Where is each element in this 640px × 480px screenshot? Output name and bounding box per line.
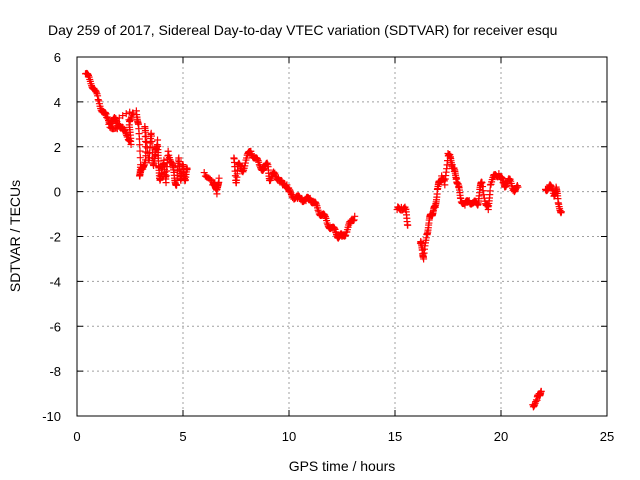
data-point: [513, 182, 521, 190]
data-point: [341, 232, 349, 240]
data-point: [215, 174, 223, 182]
data-point: [162, 179, 170, 187]
data-point: [479, 183, 487, 191]
y-tick-label: 4: [54, 95, 61, 110]
y-axis-label: SDTVAR / TECUs: [7, 180, 23, 292]
data-point: [92, 88, 100, 96]
data-point: [321, 211, 329, 219]
data-point: [306, 194, 314, 202]
chart-title: Day 259 of 2017, Sidereal Day-to-day VTE…: [48, 22, 557, 38]
x-tick-label: 5: [179, 429, 186, 444]
data-point: [537, 387, 545, 395]
data-point: [101, 109, 109, 117]
data-point: [330, 224, 338, 232]
data-point: [85, 72, 93, 80]
data-point: [102, 110, 110, 118]
data-point: [502, 182, 510, 190]
y-tick-label: -8: [49, 364, 61, 379]
data-point: [323, 219, 331, 227]
y-tick-label: 6: [54, 50, 61, 65]
data-point: [121, 126, 129, 134]
data-point: [164, 147, 172, 155]
data-point: [479, 187, 487, 195]
plot-frame: [76, 56, 608, 417]
data-point: [480, 191, 488, 199]
data-point: [350, 216, 358, 224]
data-point: [200, 169, 208, 177]
data-point: [236, 161, 244, 169]
data-point: [136, 154, 144, 162]
data-point: [113, 125, 121, 133]
data-point: [141, 123, 149, 131]
data-point: [461, 201, 469, 209]
data-point: [136, 147, 144, 155]
data-point: [263, 159, 271, 167]
data-point: [241, 159, 249, 167]
y-tick-label: -2: [49, 230, 61, 245]
x-tick-label: 0: [73, 429, 80, 444]
y-tick-label: -10: [42, 409, 61, 424]
data-point: [94, 96, 102, 104]
data-point: [502, 181, 510, 189]
y-tick-label: -6: [49, 319, 61, 334]
data-point: [141, 126, 149, 134]
axis-ticks: 0 5 10 15 20 25 -10 -8 -6 -4 -2 0 2 4 6: [42, 50, 614, 444]
data-point: [478, 179, 486, 187]
data-point: [420, 255, 428, 263]
data-point: [247, 150, 255, 158]
data-point: [112, 124, 120, 132]
y-tick-label: -4: [49, 274, 61, 289]
x-tick-label: 25: [600, 429, 614, 444]
data-point: [127, 141, 135, 149]
data-points: [81, 69, 565, 411]
y-tick-label: 0: [54, 185, 61, 200]
data-point: [183, 165, 191, 173]
data-point: [342, 231, 350, 239]
data-point: [254, 155, 262, 163]
x-tick-label: 10: [282, 429, 296, 444]
data-point: [514, 183, 522, 191]
y-tick-label: 2: [54, 140, 61, 155]
data-point: [404, 221, 412, 229]
data-point: [126, 116, 134, 124]
data-point: [457, 194, 465, 202]
data-point: [105, 120, 113, 128]
data-point: [441, 181, 449, 189]
data-point: [94, 92, 102, 100]
data-point: [260, 164, 268, 172]
data-point: [351, 212, 359, 220]
x-tick-label: 15: [388, 429, 402, 444]
data-point: [154, 136, 162, 144]
data-point: [531, 401, 539, 409]
data-point: [486, 187, 494, 195]
x-axis-label: GPS time / hours: [289, 458, 396, 474]
data-point: [498, 174, 506, 182]
data-point: [312, 199, 320, 207]
data-point: [255, 161, 263, 169]
data-point: [557, 208, 565, 216]
data-point: [126, 108, 134, 116]
data-point: [136, 141, 144, 149]
data-point: [143, 138, 151, 146]
x-tick-label: 20: [494, 429, 508, 444]
data-point: [314, 206, 322, 214]
data-point: [239, 168, 247, 176]
data-point: [312, 200, 320, 208]
data-point: [286, 187, 294, 195]
